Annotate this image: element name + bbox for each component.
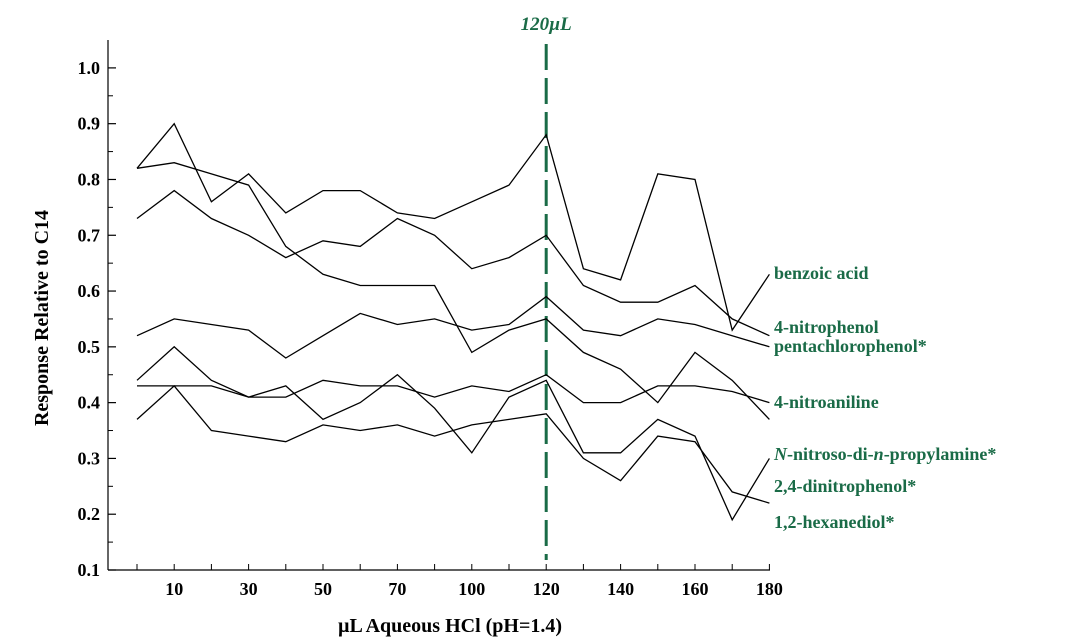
x-tick-label: 180 — [756, 579, 783, 599]
x-tick-label: 10 — [165, 579, 183, 599]
series-line-4 — [136, 295, 770, 359]
series-line-5 — [137, 373, 770, 404]
x-tick-label: 120 — [533, 579, 560, 599]
x-tick-label: 70 — [388, 579, 406, 599]
series-line-3 — [136, 189, 770, 337]
series-label: N-nitroso-di-n-propylamine* — [773, 444, 996, 464]
y-tick-label: 0.3 — [78, 448, 101, 468]
y-tick-label: 1.0 — [78, 58, 101, 78]
series-line-7 — [136, 384, 770, 504]
y-tick-label: 0.9 — [78, 114, 101, 134]
y-axis-ticks: 0.1 0.2 0.3 0.4 0.5 0.6 0.7 0.8 0.9 1.0 — [78, 58, 116, 580]
series-label: pentachlorophenol* — [774, 336, 927, 356]
series-line-1 — [136, 122, 770, 332]
series-line-2 — [136, 162, 770, 420]
series-label: 4-nitrophenol — [774, 317, 879, 337]
x-tick-label: 100 — [458, 579, 485, 599]
y-tick-label: 0.8 — [78, 169, 101, 189]
series-label: 2,4-dinitrophenol* — [774, 476, 916, 496]
annotation-label: 120µL — [521, 14, 572, 35]
series-labels: benzoic acid 4-nitrophenolpentachlorophen… — [773, 263, 996, 532]
x-tick-label: 50 — [314, 579, 332, 599]
x-axis-ticks: 10 30 50 70 100 120 140 160 180 — [136, 564, 783, 599]
y-axis-label: Response Relative to C14 — [31, 210, 53, 426]
y-tick-label: 0.1 — [78, 560, 101, 580]
series-label: 1,2-hexanediol* — [774, 512, 895, 532]
x-tick-label: 140 — [607, 579, 634, 599]
x-axis-label: µL Aqueous HCl (pH=1.4) — [338, 615, 562, 637]
y-tick-label: 0.6 — [78, 281, 101, 301]
chart-axes — [107, 40, 770, 571]
x-tick-label: 160 — [682, 579, 709, 599]
y-tick-label: 0.7 — [78, 225, 101, 245]
series-lines — [136, 122, 770, 522]
y-tick-label: 0.4 — [78, 393, 101, 413]
y-tick-label: 0.5 — [78, 337, 101, 357]
series-label: benzoic acid — [774, 263, 869, 283]
x-tick-label: 30 — [240, 579, 258, 599]
y-tick-label: 0.2 — [78, 504, 101, 524]
annotation-layer: 120µL — [521, 14, 572, 560]
series-label: 4-nitroaniline — [774, 392, 879, 412]
